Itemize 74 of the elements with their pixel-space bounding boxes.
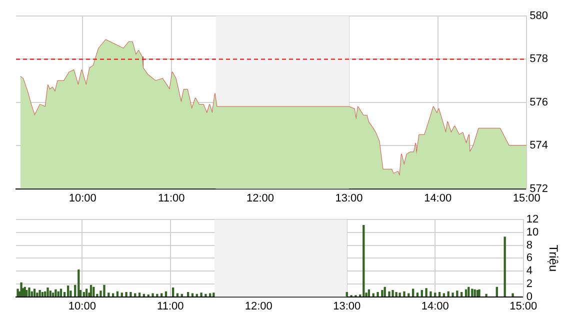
bar [346, 292, 348, 297]
y-axis-title: Triệu [546, 244, 560, 272]
bar [388, 291, 390, 297]
bar [120, 292, 123, 297]
bar [82, 292, 86, 297]
bar [420, 290, 423, 297]
x-tick-label: 11:00 [158, 192, 185, 204]
y-tick-label: 8 [526, 239, 532, 252]
bar [172, 287, 174, 297]
bar [66, 286, 70, 297]
x-tick-label: 12:00 [244, 300, 272, 312]
bar [460, 292, 463, 297]
x-tick-label: 15:00 [512, 192, 540, 204]
bar [36, 292, 38, 297]
bar [438, 292, 441, 297]
y-tick-label: 10 [526, 226, 539, 238]
y-tick-label: 4 [526, 265, 532, 278]
bar [376, 292, 379, 297]
bar [398, 292, 401, 297]
bar [38, 290, 41, 297]
bar [381, 290, 384, 297]
bar [103, 284, 106, 297]
bar [28, 287, 30, 297]
bar [395, 292, 398, 297]
bar [200, 292, 202, 297]
y-tick-label: 6 [526, 252, 532, 264]
bar [456, 290, 458, 297]
y-tick-label: 0 [526, 290, 532, 303]
bar [425, 288, 428, 297]
bar [452, 292, 454, 297]
x-tick-label: 13:00 [335, 192, 363, 204]
y-tick-label: 578 [530, 53, 548, 66]
bar [108, 292, 110, 297]
x-tick-label: 14:00 [424, 192, 452, 204]
bar [416, 292, 419, 297]
y-tick-label: 574 [530, 140, 548, 152]
bar [78, 269, 80, 297]
x-tick-label: 15:00 [510, 300, 538, 312]
bar [434, 292, 436, 297]
bar [504, 236, 506, 297]
y-tick-label: 580 [530, 10, 548, 22]
bar [46, 287, 49, 297]
x-tick-label: 13:00 [333, 300, 361, 312]
bar [362, 225, 365, 297]
bar [20, 282, 22, 297]
bar [52, 292, 54, 297]
y-tick-label: 12 [526, 214, 539, 226]
x-tick-label: 11:00 [157, 300, 184, 312]
bar [26, 290, 28, 297]
bar [403, 291, 406, 297]
bar [130, 292, 132, 297]
x-tick-label: 12:00 [246, 192, 274, 204]
bar [152, 293, 154, 297]
bar [125, 292, 128, 297]
bar [430, 291, 432, 297]
x-tick-label: 14:00 [421, 300, 449, 312]
y-tick-label: 572 [530, 182, 548, 195]
bar [54, 289, 57, 297]
bar [471, 288, 474, 297]
bar [186, 292, 190, 297]
y-tick-label: 2 [526, 278, 532, 290]
bar [41, 292, 44, 297]
bar [392, 290, 394, 297]
bar [204, 294, 207, 297]
x-tick-label: 10:00 [68, 300, 96, 312]
y-tick-label: 576 [530, 96, 548, 108]
bar [212, 292, 215, 297]
bar [49, 290, 52, 297]
bar [138, 292, 141, 297]
x-tick-label: 10:00 [68, 192, 96, 204]
bar [90, 284, 92, 297]
bar [156, 294, 158, 297]
bar [485, 294, 488, 297]
bar [512, 293, 514, 297]
